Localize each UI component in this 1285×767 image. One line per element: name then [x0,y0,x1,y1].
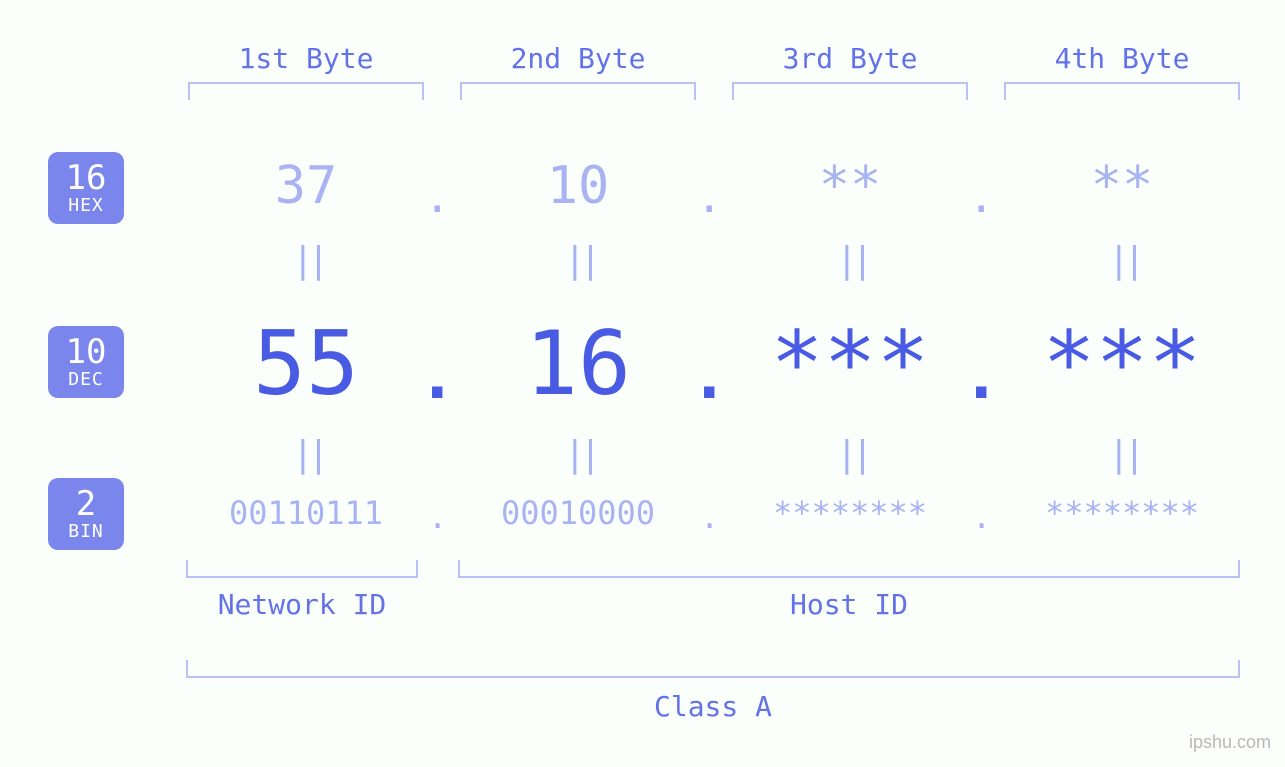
equals-r1-c4: || [1108,240,1139,281]
watermark: ipshu.com [1189,732,1271,753]
dec-dot-1: . [418,340,450,414]
col-header-2: 2nd Byte [460,42,696,75]
bin-dot-3: . [972,498,988,536]
equals-r2-c2: || [564,434,595,475]
col-header-3: 3rd Byte [732,42,968,75]
badge-bin-num: 2 [76,487,96,521]
hex-byte-4: ** [1004,156,1240,216]
top-bracket-2 [460,82,696,100]
bin-byte-2: 00010000 [448,494,708,532]
col-header-1: 1st Byte [188,42,424,75]
badge-hex-num: 16 [66,161,107,195]
dec-byte-1: 55 [188,312,424,415]
equals-r2-c4: || [1108,434,1139,475]
badge-dec: 10 DEC [48,326,124,398]
bracket-network [186,560,418,578]
badge-bin: 2 BIN [48,478,124,550]
dec-byte-3: *** [732,312,968,415]
equals-r1-c3: || [836,240,867,281]
label-class: Class A [186,690,1240,723]
badge-dec-label: DEC [68,371,104,389]
hex-dot-2: . [696,172,716,223]
bin-byte-3: ******** [720,494,980,532]
label-host: Host ID [458,588,1240,621]
bin-byte-4: ******** [992,494,1252,532]
badge-hex: 16 HEX [48,152,124,224]
badge-dec-num: 10 [66,335,107,369]
top-bracket-4 [1004,82,1240,100]
hex-byte-3: ** [732,156,968,216]
dec-dot-3: . [962,340,994,414]
top-bracket-1 [188,82,424,100]
bin-dot-1: . [428,498,444,536]
col-header-4: 4th Byte [1004,42,1240,75]
hex-byte-1: 37 [188,156,424,216]
badge-hex-label: HEX [68,197,104,215]
equals-r2-c1: || [292,434,323,475]
bin-byte-1: 00110111 [176,494,436,532]
badge-bin-label: BIN [68,523,104,541]
hex-dot-3: . [968,172,988,223]
dec-byte-2: 16 [460,312,696,415]
dec-dot-2: . [690,340,722,414]
hex-dot-1: . [424,172,444,223]
hex-byte-2: 10 [460,156,696,216]
equals-r1-c1: || [292,240,323,281]
equals-r1-c2: || [564,240,595,281]
bracket-host [458,560,1240,578]
equals-r2-c3: || [836,434,867,475]
bracket-class [186,660,1240,678]
label-network: Network ID [186,588,418,621]
top-bracket-3 [732,82,968,100]
dec-byte-4: *** [1004,312,1240,415]
bin-dot-2: . [700,498,716,536]
